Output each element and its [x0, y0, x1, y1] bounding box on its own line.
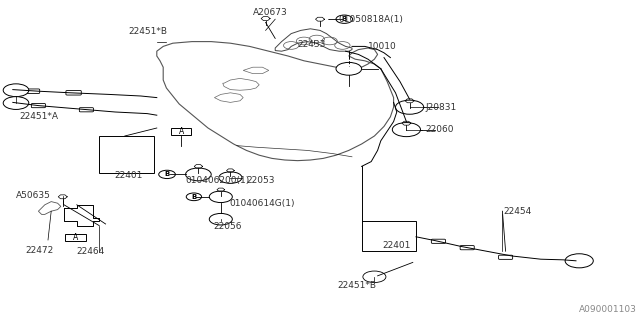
Text: B: B: [342, 16, 347, 22]
Circle shape: [3, 97, 29, 109]
Circle shape: [209, 213, 232, 225]
Circle shape: [392, 123, 420, 137]
Text: 22060: 22060: [426, 125, 454, 134]
Text: B: B: [164, 172, 170, 177]
Text: B: B: [191, 194, 196, 200]
Text: 22053: 22053: [246, 176, 275, 185]
Text: 22464: 22464: [77, 247, 105, 256]
Text: A20673: A20673: [253, 8, 287, 17]
Circle shape: [363, 271, 386, 283]
FancyBboxPatch shape: [499, 255, 513, 259]
FancyBboxPatch shape: [31, 103, 45, 108]
Text: A: A: [73, 233, 78, 242]
Circle shape: [186, 168, 211, 181]
FancyBboxPatch shape: [79, 108, 93, 112]
Circle shape: [565, 254, 593, 268]
Circle shape: [336, 62, 362, 75]
Text: 010406200(1): 010406200(1): [185, 176, 249, 185]
Circle shape: [3, 84, 29, 97]
Text: A50635: A50635: [16, 191, 51, 200]
FancyBboxPatch shape: [431, 239, 445, 243]
Bar: [65, 234, 86, 241]
Circle shape: [219, 172, 242, 183]
Text: 22454: 22454: [504, 207, 532, 216]
Text: A090001103: A090001103: [579, 305, 637, 314]
Text: 22451*B: 22451*B: [128, 28, 167, 36]
Circle shape: [209, 191, 232, 203]
Text: 22401: 22401: [383, 241, 411, 250]
FancyBboxPatch shape: [66, 91, 81, 95]
Text: 22056: 22056: [213, 222, 242, 231]
Bar: [362, 221, 416, 251]
Text: 10010: 10010: [368, 42, 397, 51]
Text: 22433: 22433: [298, 40, 326, 49]
Text: 01040614G(1): 01040614G(1): [229, 199, 294, 208]
Circle shape: [396, 100, 424, 114]
Text: 22401: 22401: [114, 171, 142, 180]
Text: J20831: J20831: [426, 103, 457, 112]
Text: 22451*A: 22451*A: [19, 112, 58, 121]
Text: 01050818A(1): 01050818A(1): [338, 15, 403, 24]
FancyBboxPatch shape: [24, 89, 40, 93]
Circle shape: [159, 170, 175, 179]
Text: 22451*B: 22451*B: [337, 281, 376, 290]
FancyBboxPatch shape: [460, 246, 474, 250]
Circle shape: [336, 15, 353, 23]
Text: A: A: [179, 127, 184, 136]
Text: 22472: 22472: [26, 246, 54, 255]
Bar: [171, 128, 191, 135]
Circle shape: [186, 193, 202, 201]
Bar: [99, 136, 154, 173]
